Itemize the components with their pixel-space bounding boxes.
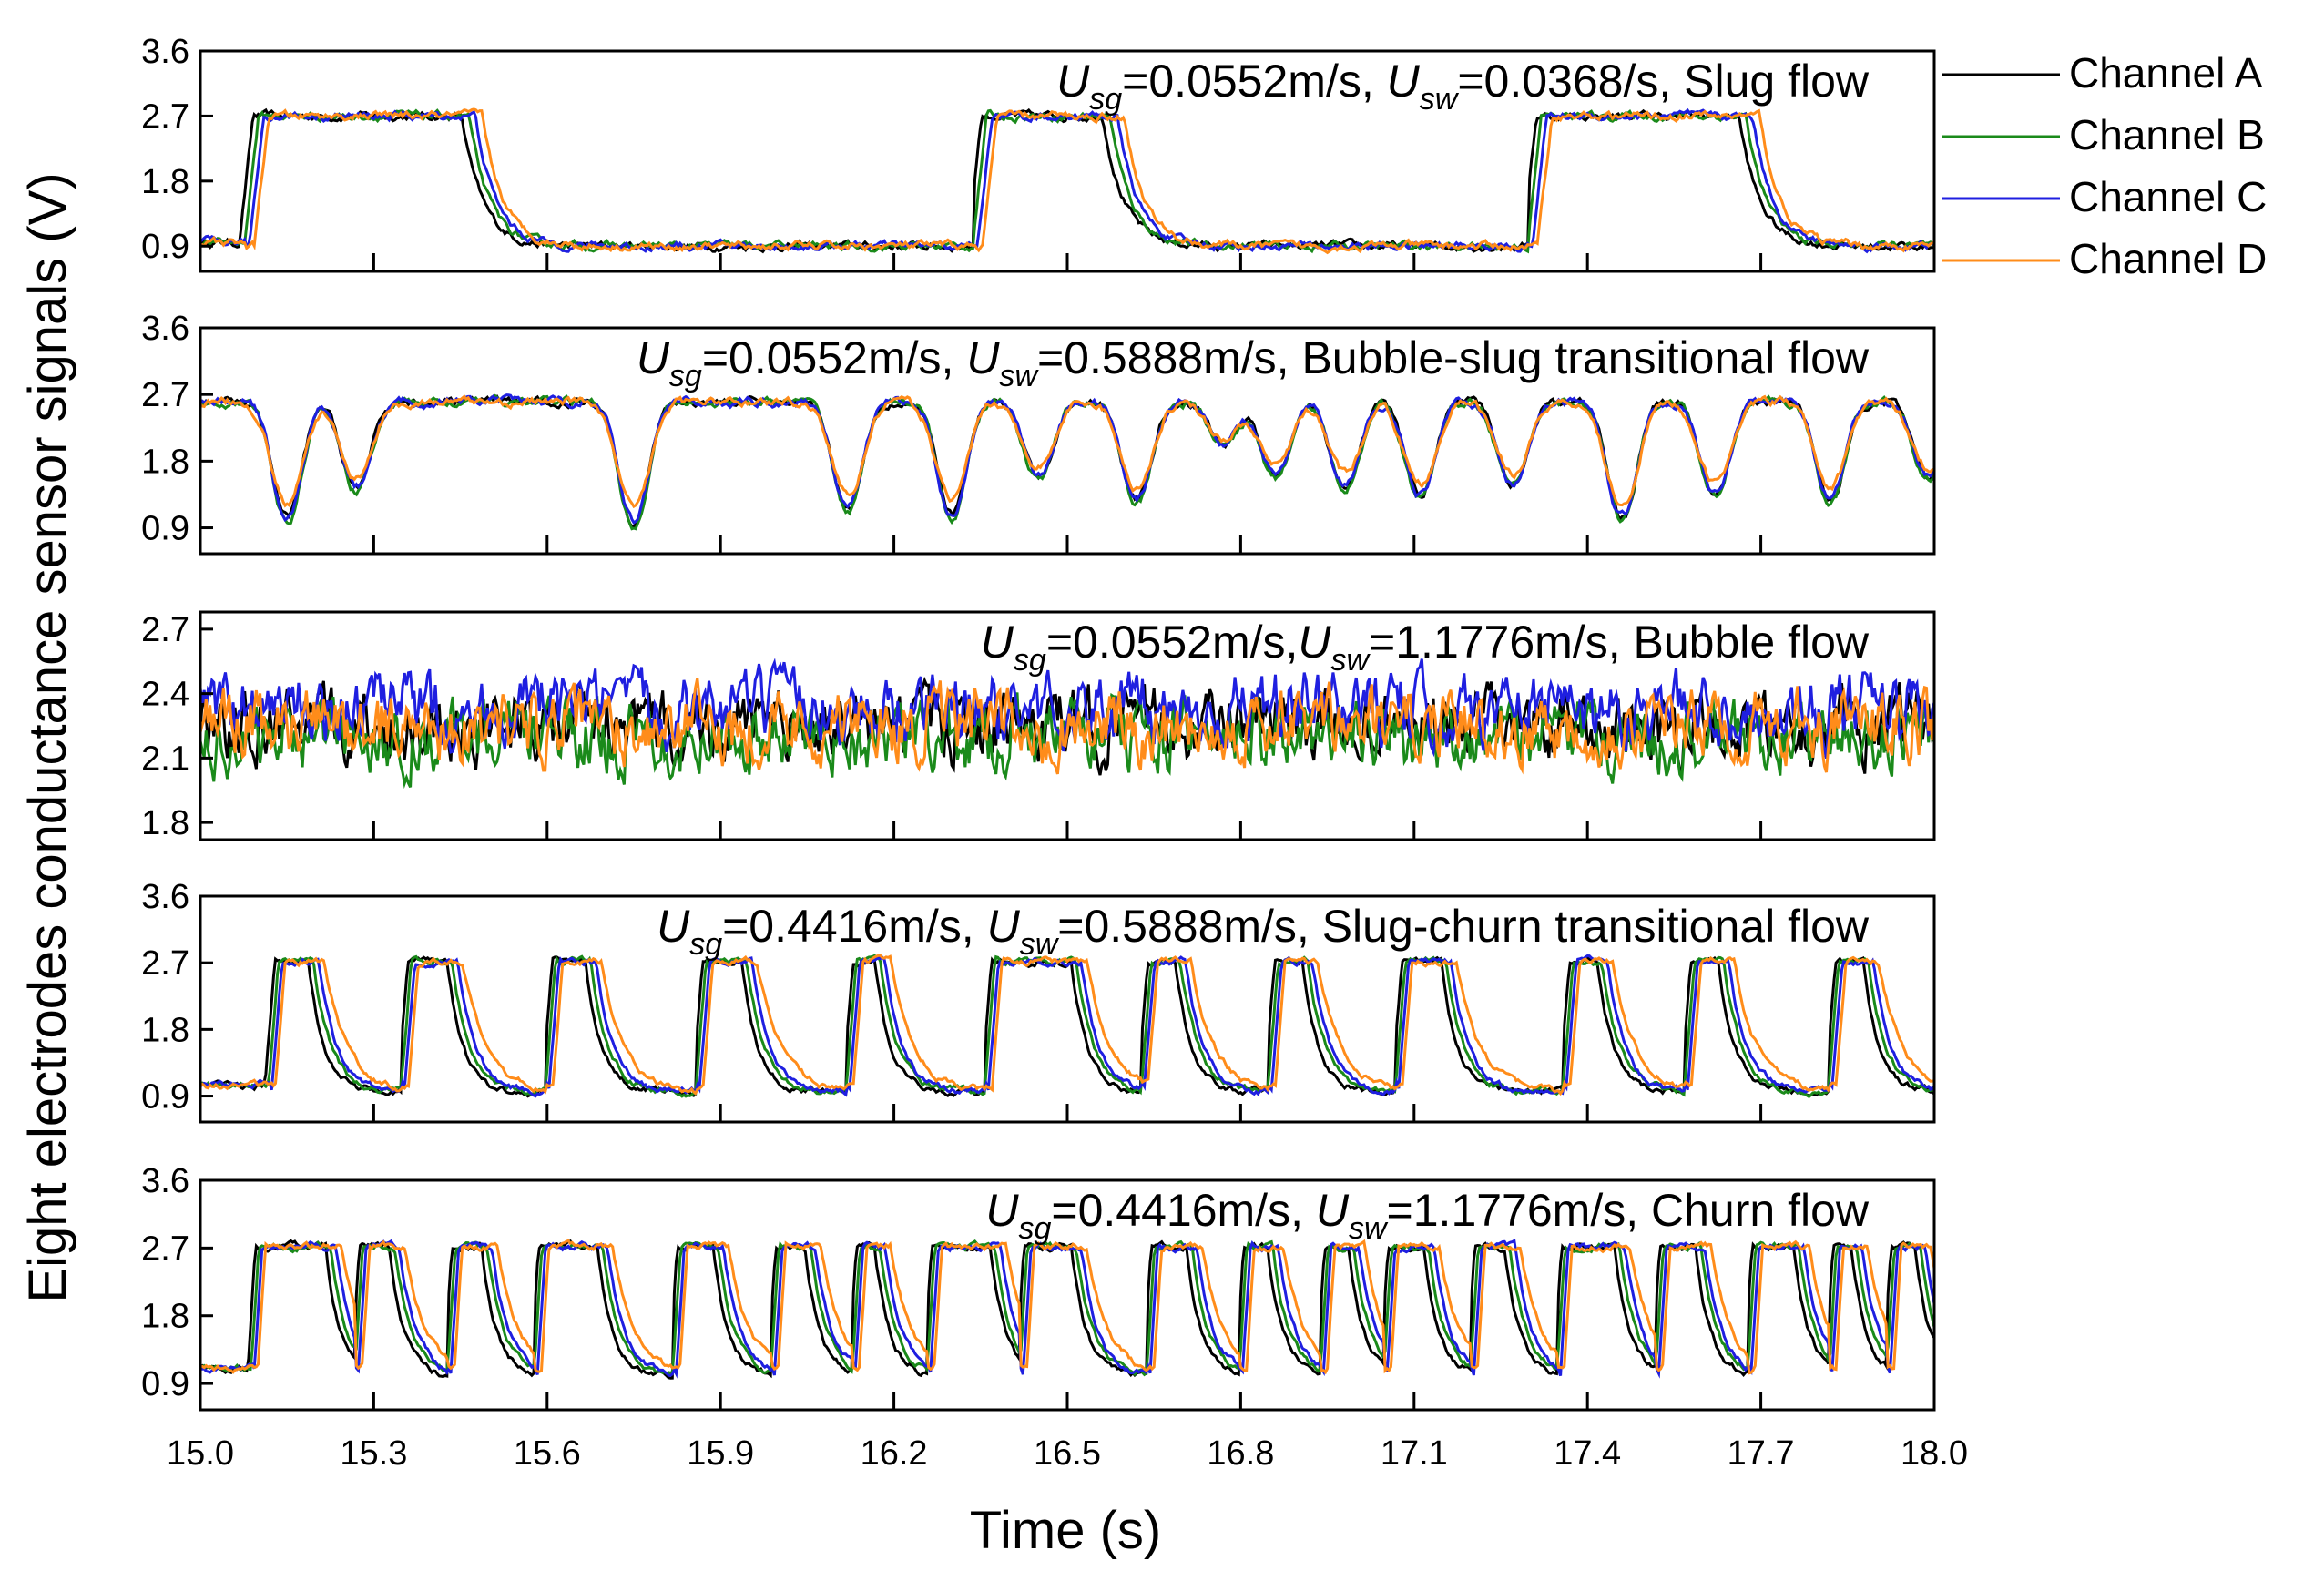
y-tick-label: 0.9 — [141, 1078, 189, 1117]
annotation-usw-sub: sw — [1330, 643, 1371, 678]
panel-3: 1.82.12.42.7 Usg=0.0552m/s,Usw=1.1776m/s,… — [141, 610, 1936, 842]
y-tick-label: 2.7 — [141, 376, 189, 414]
series-line-channel-d — [199, 678, 1936, 775]
series-line-channel-b — [199, 108, 1936, 254]
panel-5: 0.9 1.8 2.7 3.6 Usg=0.4416m/s, Usw=1.1776m/s… — [141, 1162, 1936, 1412]
series-line-channel-b — [199, 393, 1936, 531]
y-tick-label: 2.4 — [141, 676, 189, 714]
annotation-usw-var: U — [987, 901, 1021, 952]
annotation-usg-value: =0.0552m/s, — [1046, 617, 1299, 668]
y-tick-label: 2.7 — [141, 944, 189, 983]
y-tick-label: 1.8 — [141, 443, 189, 481]
annotation-usg-var: U — [637, 332, 670, 383]
series-line-channel-d — [199, 394, 1935, 509]
annotation-usg-var: U — [657, 901, 690, 952]
y-axis-label: Eight electrodes conductance sensor sign… — [18, 172, 77, 1302]
annotation-usg-sub: sg — [1014, 643, 1046, 678]
panel-2: 0.9 1.8 2.7 3.6 Usg=0.0552m/s, Usw=0.5888m/s… — [141, 310, 1936, 556]
annotation-usw-var: U — [966, 332, 1000, 383]
panel-annotation: Usg=0.4416m/s, Usw=0.5888m/s, Slug-churn… — [657, 901, 1870, 962]
annotation-usw-sub: sw — [999, 359, 1039, 393]
x-tick-label: 15.0 — [167, 1434, 234, 1473]
annotation-usw-sub: sw — [1349, 1211, 1389, 1246]
y-tick-label: 3.6 — [141, 1162, 189, 1200]
series-line-channel-b — [199, 1239, 1936, 1377]
y-tick-label: 2.7 — [141, 1229, 189, 1268]
x-tick-label: 16.2 — [861, 1434, 928, 1473]
annotation-usw-value: =1.1776m/s, Bubble flow — [1369, 617, 1870, 668]
panel-annotation: Usg=0.0552m/s, Usw=0.0368/s, Slug flow — [1056, 56, 1870, 117]
y-tick-label: 2.7 — [141, 611, 189, 649]
x-tick-label: 15.6 — [514, 1434, 581, 1473]
annotation-usg-var: U — [1056, 56, 1090, 107]
annotation-usg-value: =0.4416m/s, — [722, 901, 986, 952]
y-tick-label: 1.8 — [141, 1011, 189, 1049]
y-tick-label: 1.8 — [141, 804, 189, 842]
annotation-usg-sub: sg — [1089, 82, 1122, 117]
x-tick-label: 17.1 — [1381, 1434, 1448, 1473]
annotation-usg-sub: sg — [669, 359, 702, 393]
y-tick-label: 0.9 — [141, 228, 189, 266]
x-tick-label: 17.4 — [1554, 1434, 1621, 1473]
x-tick-label: 18.0 — [1901, 1434, 1968, 1473]
annotation-usw-value: =0.0368/s, Slug flow — [1457, 56, 1870, 107]
y-tick-label: 0.9 — [141, 510, 189, 548]
annotation-usg-value: =0.0552m/s, — [702, 332, 966, 383]
y-tick-label: 0.9 — [141, 1365, 189, 1403]
panel-1: 0.9 1.8 2.7 3.6 Usg=0.0552m/s, Usw=0.0368/s,… — [141, 33, 1936, 273]
legend-label: Channel D — [2069, 235, 2267, 282]
x-tick-label: 16.8 — [1207, 1434, 1274, 1473]
annotation-usg-var: U — [985, 1185, 1019, 1236]
annotation-usg-value: =0.4416m/s, — [1051, 1185, 1315, 1236]
annotation-usg-sub: sg — [689, 927, 722, 962]
annotation-usw-var: U — [1387, 56, 1421, 107]
legend-label: Channel B — [2069, 111, 2265, 158]
series-line-channel-d — [199, 1239, 1936, 1375]
series-line-channel-a — [199, 107, 1935, 254]
y-tick-label: 2.1 — [141, 740, 189, 778]
y-tick-label: 3.6 — [141, 33, 189, 71]
x-axis-label: Time (s) — [970, 1501, 1161, 1560]
panel-4: 0.9 1.8 2.7 3.6 Usg=0.4416m/s, Usw=0.5888m/s… — [141, 878, 1936, 1124]
series-line-channel-c — [199, 954, 1936, 1098]
annotation-usw-value: =0.5888m/s, Slug-churn transitional flow — [1057, 901, 1870, 952]
y-tick-label: 1.8 — [141, 1298, 189, 1336]
y-tick-label: 3.6 — [141, 878, 189, 916]
panel-annotation: Usg=0.0552m/s,Usw=1.1776m/s, Bubble flow — [981, 617, 1870, 678]
annotation-usw-var: U — [1298, 617, 1331, 668]
annotation-usw-value: =1.1776m/s, Churn flow — [1387, 1185, 1870, 1236]
x-tick-label: 15.9 — [687, 1434, 754, 1473]
annotation-usw-sub: sw — [1420, 82, 1460, 117]
x-tick-label: 17.7 — [1728, 1434, 1795, 1473]
annotation-usw-value: =0.5888m/s, Bubble-slug transitional flo… — [1037, 332, 1870, 383]
y-tick-label: 2.7 — [141, 97, 189, 136]
y-tick-label: 3.6 — [141, 310, 189, 348]
x-tick-label: 15.3 — [340, 1434, 407, 1473]
legend-label: Channel A — [2069, 49, 2263, 97]
annotation-usg-sub: sg — [1018, 1211, 1051, 1246]
annotation-usw-sub: sw — [1020, 927, 1060, 962]
annotation-usw-var: U — [1316, 1185, 1350, 1236]
x-tick-label: 16.5 — [1034, 1434, 1101, 1473]
x-axis: 15.0 15.3 15.6 15.9 16.2 16.5 16.8 17.1 17.4 17.7… — [167, 1434, 1968, 1473]
y-tick-label: 1.8 — [141, 163, 189, 201]
series-line-channel-a — [199, 394, 1936, 529]
panel-annotation: Usg=0.4416m/s, Usw=1.1776m/s, Churn flow — [985, 1185, 1870, 1246]
legend-label: Channel C — [2069, 173, 2267, 220]
series-line-channel-d — [200, 107, 1935, 255]
series-line-channel-c — [199, 107, 1936, 254]
panel-annotation: Usg=0.0552m/s, Usw=0.5888m/s, Bubble-slu… — [637, 332, 1870, 393]
annotation-usg-value: =0.0552m/s, — [1122, 56, 1386, 107]
annotation-usg-var: U — [981, 617, 1014, 668]
series-line-channel-d — [199, 954, 1935, 1096]
legend: Channel A Channel B Channel C Channel D — [1942, 49, 2267, 282]
